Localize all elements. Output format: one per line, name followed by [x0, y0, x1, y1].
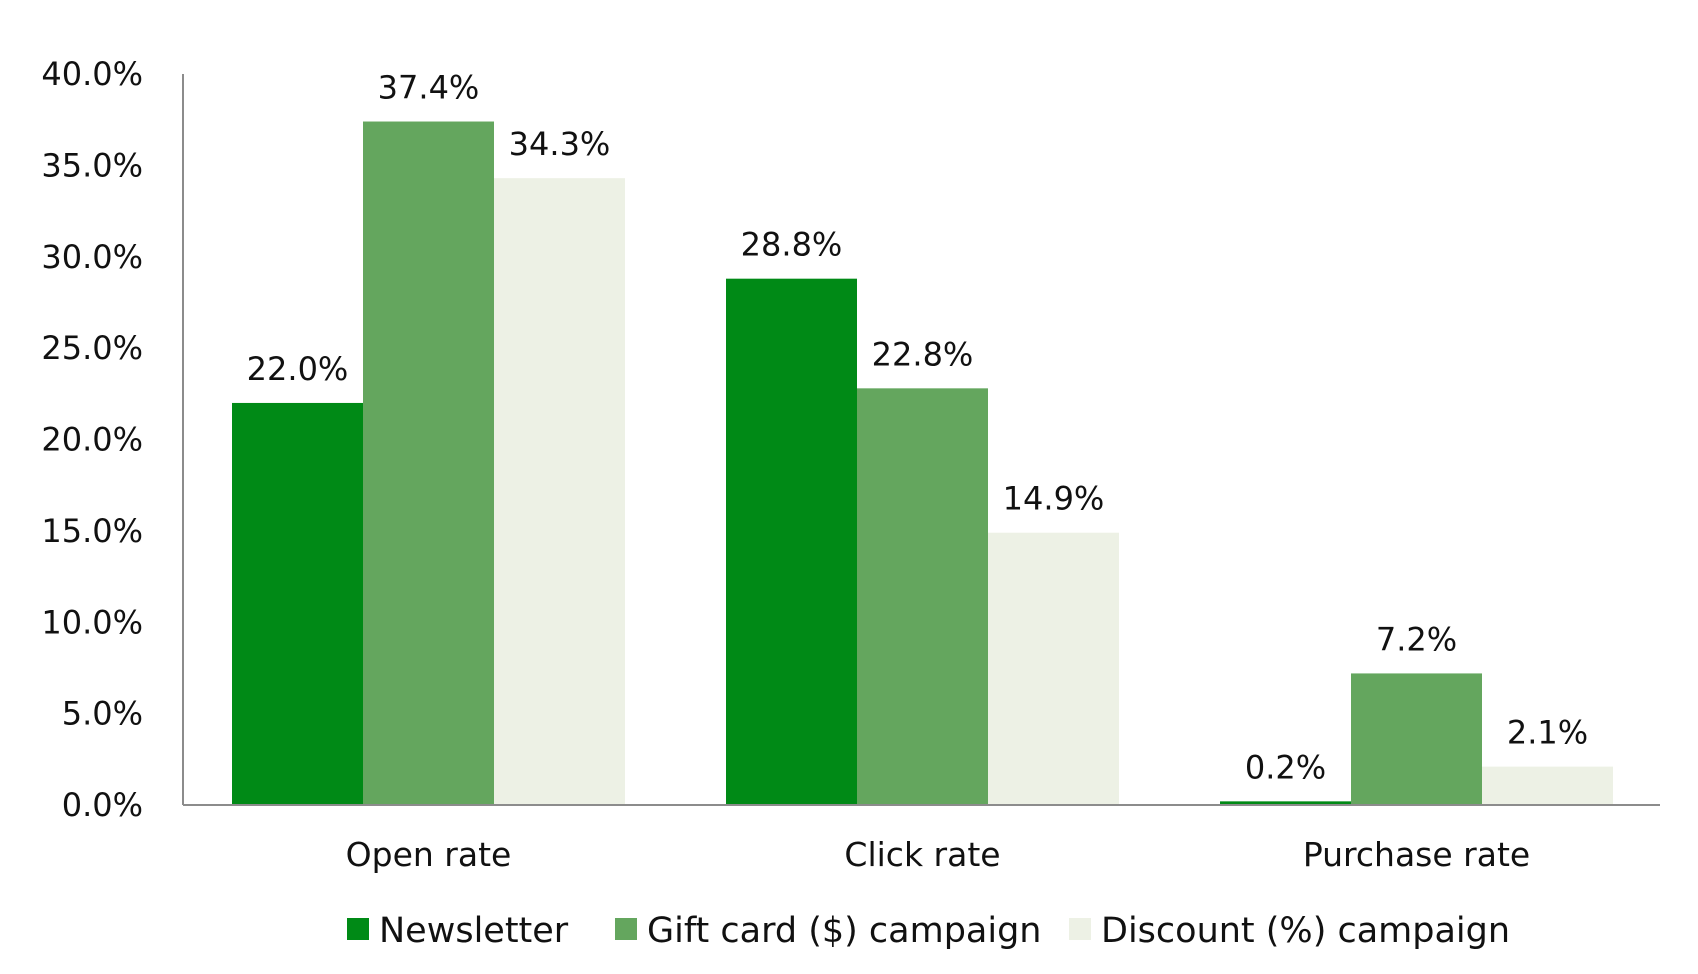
category-label: Purchase rate — [1303, 835, 1530, 874]
data-label: 7.2% — [1376, 620, 1457, 658]
bars — [232, 121, 1613, 806]
y-tick-label: 25.0% — [41, 329, 143, 367]
data-label: 14.9% — [1003, 480, 1105, 518]
bar — [726, 278, 857, 805]
y-tick-label: 30.0% — [41, 238, 143, 276]
bar — [363, 121, 494, 805]
bar — [1482, 766, 1613, 805]
y-tick-label: 5.0% — [62, 695, 143, 733]
bar — [988, 532, 1119, 805]
bar — [857, 388, 988, 805]
data-label: 0.2% — [1245, 748, 1326, 786]
legend-label: Discount (%) campaign — [1101, 911, 1510, 951]
y-tick-label: 40.0% — [41, 55, 143, 93]
y-tick-label: 15.0% — [41, 512, 143, 550]
data-label: 22.8% — [872, 335, 974, 373]
data-label: 28.8% — [741, 226, 843, 264]
data-label: 37.4% — [378, 69, 480, 107]
y-axis-ticks: 0.0% 5.0% 10.0% 15.0% 20.0% 25.0% 30.0% 35.0% 40… — [41, 55, 143, 824]
legend-swatch — [347, 918, 369, 940]
bar — [232, 402, 363, 805]
category-label: Click rate — [844, 835, 1000, 874]
legend-swatch — [1069, 918, 1091, 940]
data-label: 2.1% — [1507, 714, 1588, 752]
bar — [494, 178, 625, 806]
y-tick-label: 10.0% — [41, 603, 143, 641]
legend: Newsletter Gift card ($) campaign Discount… — [347, 911, 1510, 951]
y-tick-label: 20.0% — [41, 421, 143, 459]
data-label: 34.3% — [509, 125, 611, 163]
legend-swatch — [615, 918, 637, 940]
y-tick-label: 35.0% — [41, 146, 143, 184]
category-label: Open rate — [346, 835, 512, 874]
y-tick-label: 0.0% — [62, 786, 143, 824]
category-labels: Open rate Click rate Purchase rate — [346, 835, 1531, 874]
bar — [1351, 673, 1482, 805]
bar — [1220, 801, 1351, 805]
data-label: 22.0% — [247, 350, 349, 388]
data-labels: 22.0% 37.4% 34.3% 28.8% 22.8% 14.9% 0.2% 7.2% 2.… — [247, 69, 1588, 787]
legend-label: Gift card ($) campaign — [647, 911, 1042, 951]
legend-label: Newsletter — [379, 911, 569, 951]
